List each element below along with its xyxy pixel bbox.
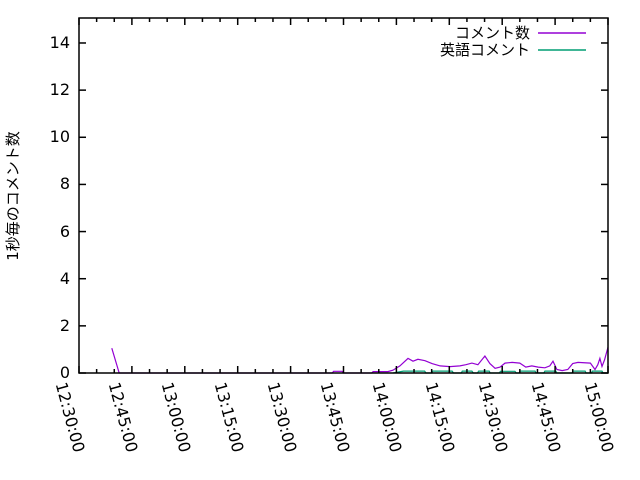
- y-tick-label: 2: [59, 315, 70, 335]
- y-tick-label: 8: [59, 174, 70, 194]
- legend-entry-comment-count: コメント数: [454, 24, 530, 42]
- y-tick-label: 12: [49, 80, 70, 100]
- series-line-comment-count: [111, 346, 609, 374]
- y-tick-label: 4: [59, 268, 70, 288]
- y-axis-title: 1秒毎のコメント数: [4, 131, 22, 261]
- y-tick-label: 0: [59, 363, 70, 382]
- legend-entry-english-comments: 英語コメント: [439, 41, 530, 59]
- y-tick-label: 6: [59, 221, 70, 241]
- series-line-english-comments: [392, 370, 608, 374]
- y-tick-label: 10: [49, 127, 70, 147]
- plot-border: [78, 17, 609, 374]
- y-tick-label: 14: [49, 32, 70, 52]
